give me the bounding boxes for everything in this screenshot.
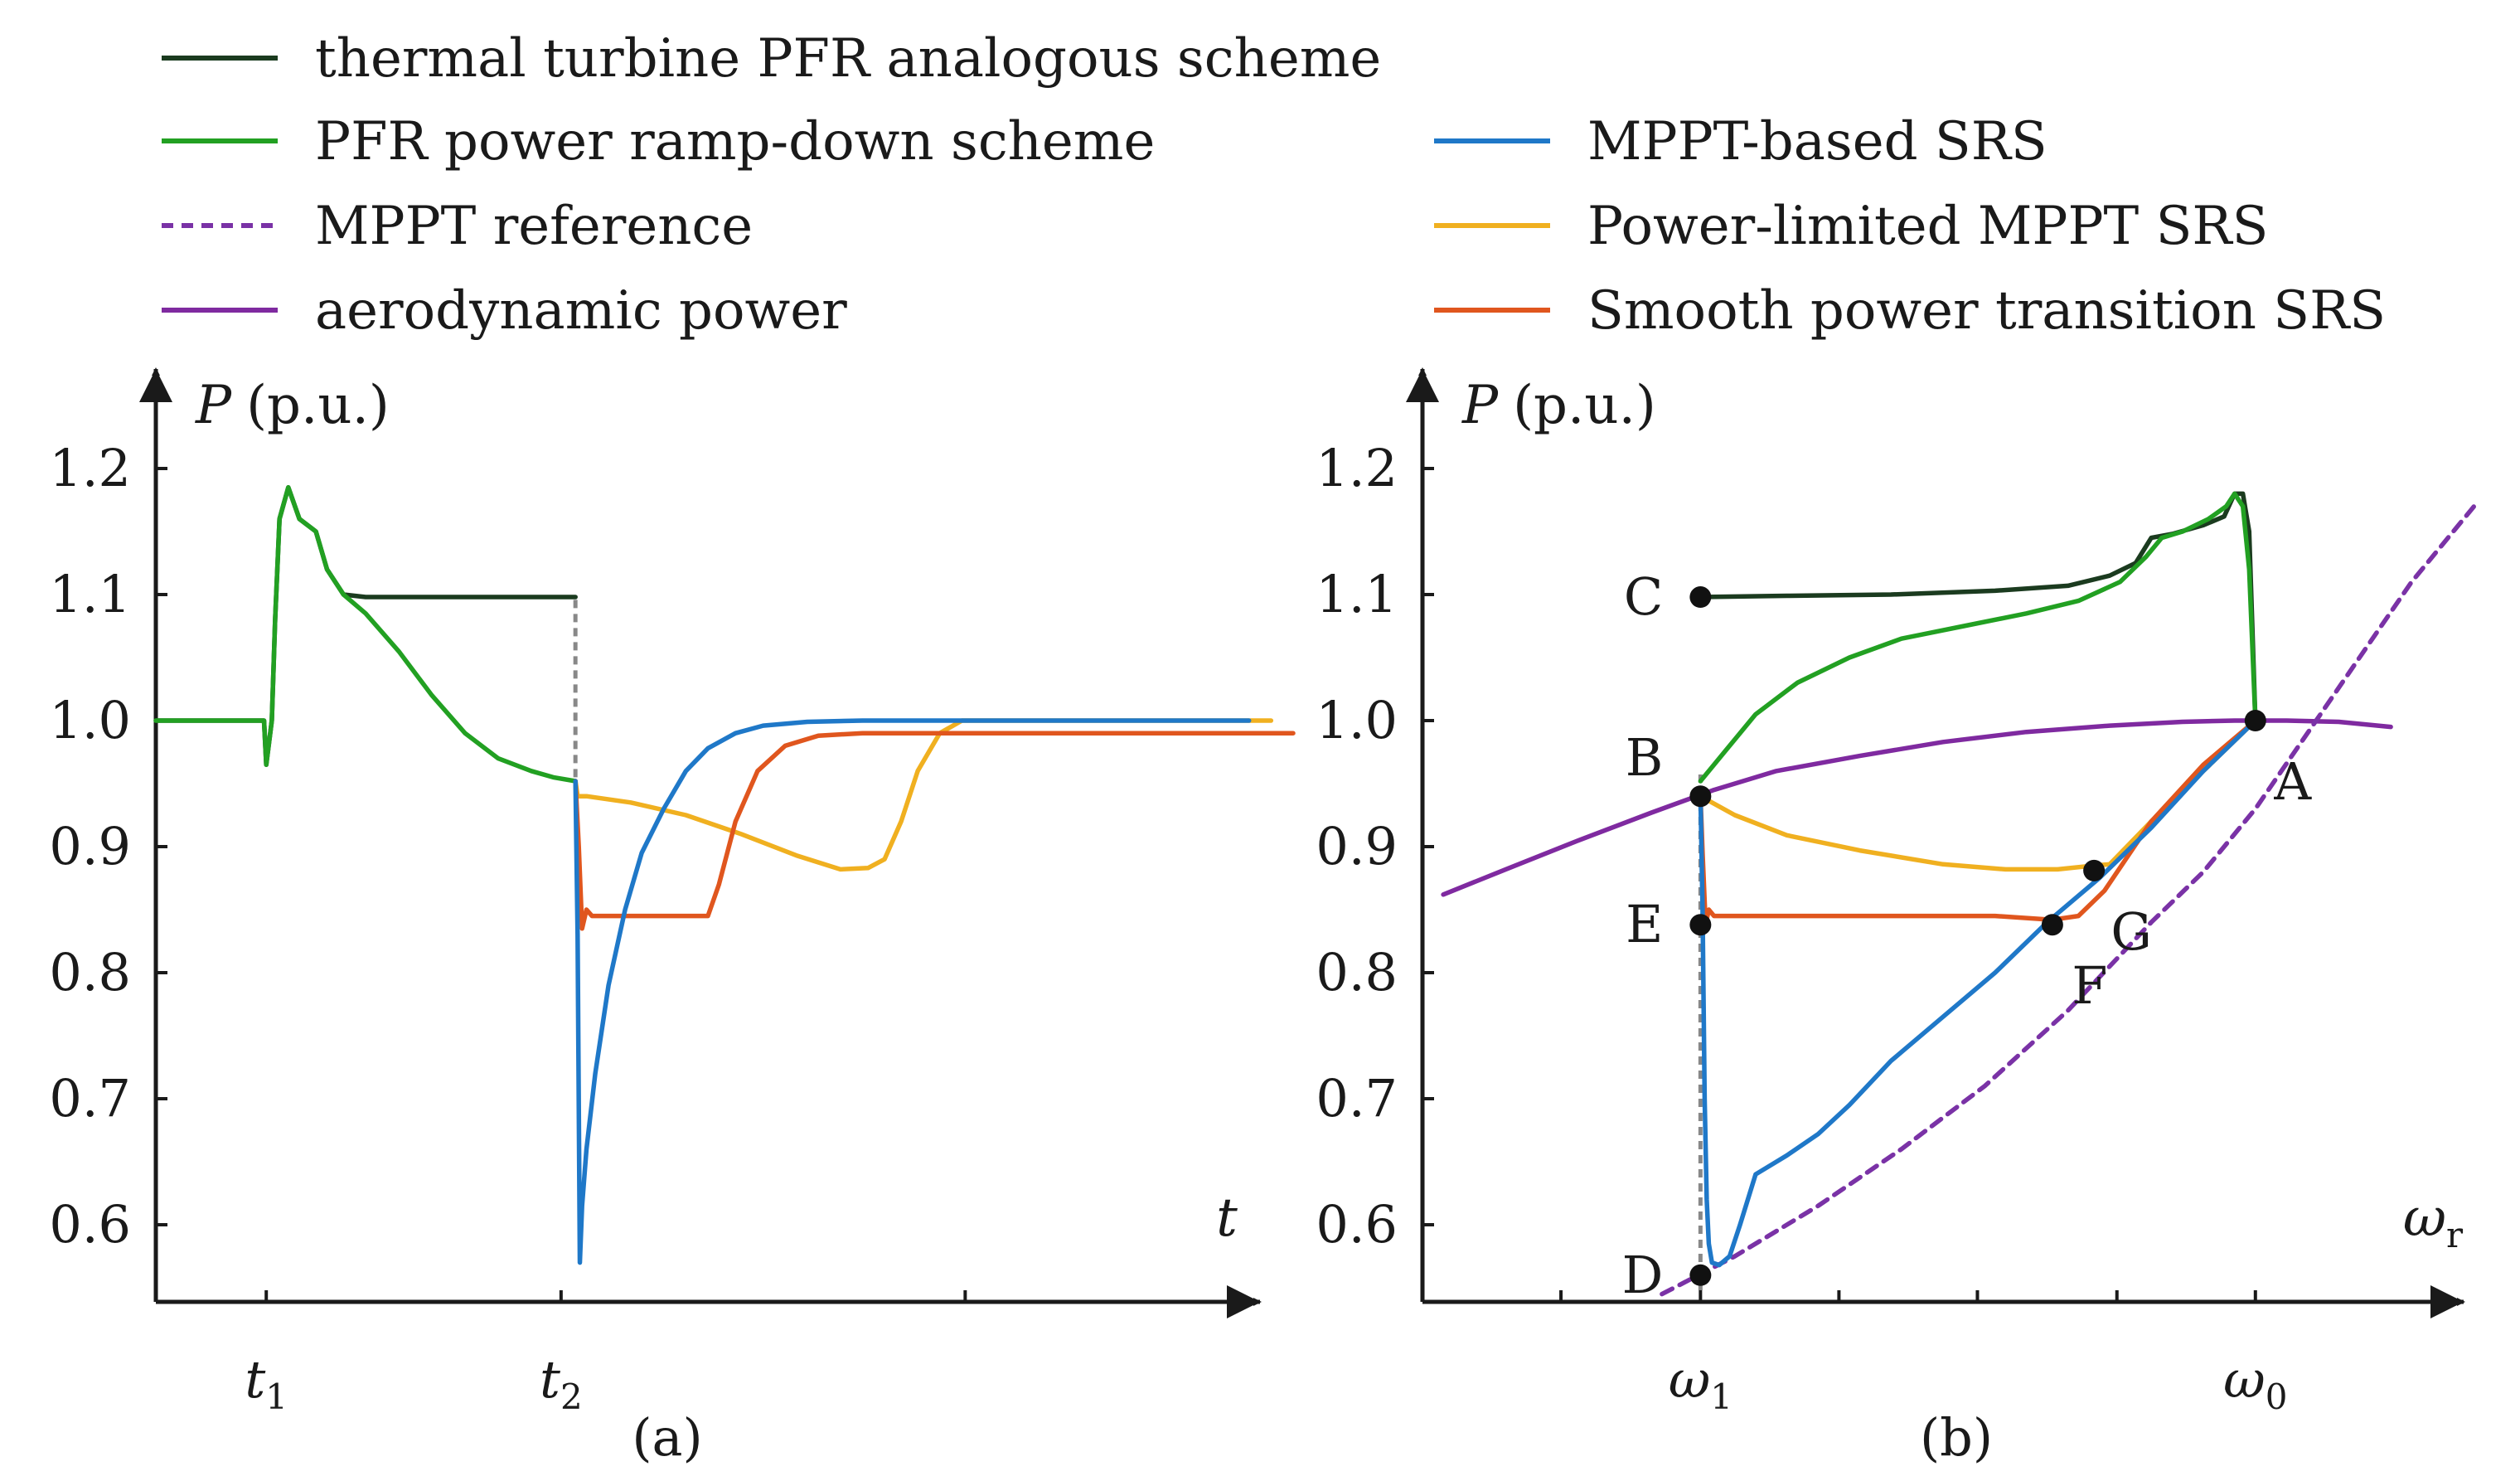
series-line-limited: [1698, 718, 2258, 872]
legend-label-limited: Power-limited MPPT SRS: [1587, 196, 2268, 257]
legend-item-aero: aerodynamic power: [162, 280, 847, 342]
legend-label-smooth: Smooth power transition SRS: [1587, 280, 2386, 342]
series-line-smooth: [573, 731, 1296, 931]
legend-label-mppt_srs: MPPT-based SRS: [1587, 111, 2048, 172]
operating-point-F: [2041, 914, 2063, 936]
legend-item-mppt_ref: MPPT reference: [162, 196, 753, 257]
x-axis-arrow: [1227, 1285, 1260, 1318]
legend-label-thermal: thermal turbine PFR analogous scheme: [315, 28, 1381, 90]
legend-label-mppt_ref: MPPT reference: [315, 196, 753, 257]
operating-point-A: [2244, 710, 2266, 731]
point-label-E: E: [1626, 894, 1663, 954]
y-axis-arrow: [139, 369, 172, 402]
y-tick-label: 0.9: [1316, 816, 1398, 876]
y-axis-title: P (p.u.): [1461, 375, 1656, 436]
point-label-A: A: [2273, 751, 2312, 812]
series-line-mppt_srs: [1698, 718, 2258, 1268]
y-tick-label: 0.6: [1316, 1194, 1398, 1255]
x-axis-title: ωr: [2403, 1187, 2464, 1255]
operating-point-D: [1689, 1264, 1712, 1286]
x-tick-label: ω1: [1669, 1349, 1732, 1417]
series-line-smooth: [1698, 718, 2258, 927]
panel-a: 0.6 0.7 0.8 0.9 1.0 1.1 1.2 t1 t2 P (p.u.) t (a): [49, 367, 1296, 1468]
x-tick-label: ω0: [2223, 1349, 2287, 1417]
point-label-F: F: [2072, 955, 2107, 1016]
legend: thermal turbine PFR analogous scheme PFR …: [162, 28, 2386, 342]
y-tick-label: 0.7: [49, 1068, 131, 1129]
operating-point-C: [1689, 586, 1712, 609]
series-line-mppt_ref: [1660, 503, 2477, 1297]
legend-item-limited: Power-limited MPPT SRS: [1434, 196, 2268, 257]
series-line-rampdown: [153, 485, 578, 784]
series-line-aero: [1441, 718, 2393, 897]
legend-label-rampdown: PFR power ramp-down scheme: [315, 111, 1155, 172]
series-line-mppt_srs: [573, 718, 1252, 1265]
point-label-C: C: [1624, 566, 1663, 627]
y-tick-label: 0.6: [49, 1194, 131, 1255]
y-tick-label: 1.2: [49, 438, 131, 498]
series-line-limited: [573, 718, 1274, 872]
y-tick-label: 0.8: [49, 942, 131, 1003]
y-tick-label: 1.1: [49, 564, 131, 624]
operating-point-B: [1689, 785, 1712, 808]
x-tick-label: t2: [540, 1349, 583, 1417]
legend-item-mppt_srs: MPPT-based SRS: [1434, 111, 2048, 172]
y-tick-label: 0.9: [49, 816, 131, 876]
point-label-D: D: [1622, 1245, 1664, 1305]
operating-point-E: [1689, 914, 1712, 936]
panel-b: 0.6 0.7 0.8 0.9 1.0 1.1 1.2 ω1 ω0 P (p.u.) ωr (b) A B C…: [1316, 367, 2477, 1468]
y-tick-label: 1.0: [1316, 690, 1398, 750]
legend-item-smooth: Smooth power transition SRS: [1434, 280, 2386, 342]
x-tick-label: t1: [245, 1349, 288, 1417]
legend-item-thermal: thermal turbine PFR analogous scheme: [162, 28, 1381, 90]
y-axis-arrow: [1406, 369, 1439, 402]
y-tick-label: 1.1: [1316, 564, 1398, 624]
point-label-G: G: [2110, 901, 2152, 962]
x-axis-arrow: [2430, 1285, 2464, 1318]
y-tick-label: 1.0: [49, 690, 131, 750]
y-axis-title: P (p.u.): [195, 375, 390, 436]
y-tick-label: 0.8: [1316, 942, 1398, 1003]
legend-label-aero: aerodynamic power: [315, 280, 847, 342]
y-tick-label: 1.2: [1316, 438, 1398, 498]
operating-point-G: [2083, 859, 2106, 881]
point-label-B: B: [1626, 727, 1664, 788]
y-tick-label: 0.7: [1316, 1068, 1398, 1129]
panel-caption: (a): [632, 1407, 702, 1468]
series-line-rampdown: [1698, 491, 2258, 784]
x-axis-title: t: [1216, 1187, 1238, 1249]
series-line-thermal: [1698, 491, 2258, 723]
panel-caption: (b): [1920, 1407, 1993, 1468]
series-line-thermal: [153, 485, 578, 767]
legend-item-rampdown: PFR power ramp-down scheme: [162, 111, 1155, 172]
